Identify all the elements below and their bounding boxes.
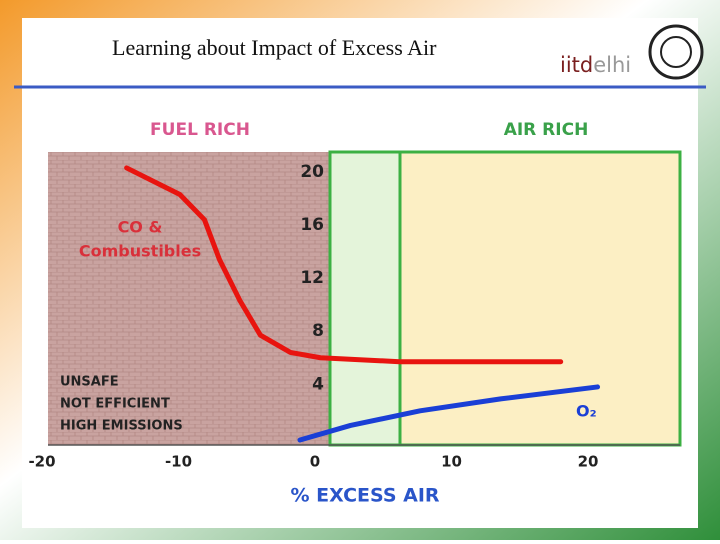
annotation: HIGH EMISSIONS — [60, 419, 183, 434]
x-axis-title: % EXCESS AIR — [290, 485, 439, 507]
logo-text: iitdelhi — [560, 53, 631, 77]
logo-seal-inner — [660, 36, 692, 68]
annotation: NOT EFFICIENT — [60, 397, 170, 412]
y-tick-label: 20 — [300, 162, 324, 182]
series-line — [124, 165, 564, 365]
region-label: FUEL RICH — [150, 120, 250, 140]
logo-b: elhi — [593, 53, 631, 77]
series-line — [297, 384, 601, 443]
annotation: Combustibles — [79, 242, 201, 261]
y-tick-label: 8 — [312, 321, 324, 341]
annotation: CO & — [118, 218, 163, 237]
region-label: AIR RICH — [504, 120, 589, 140]
x-tick-label: -20 — [28, 453, 55, 471]
annotation: O₂ — [576, 402, 597, 421]
y-tick-label: 16 — [300, 215, 324, 235]
logo-seal — [648, 24, 704, 80]
logo-a: iitd — [560, 53, 593, 77]
y-tick-label: 4 — [312, 374, 324, 394]
slide-title: Learning about Impact of Excess Air — [112, 35, 437, 60]
optimal-band — [328, 150, 402, 447]
x-tick-label: -10 — [165, 453, 192, 471]
x-tick-label: 20 — [578, 453, 599, 471]
annotation: UNSAFE — [60, 375, 119, 390]
y-tick-label: 12 — [300, 268, 324, 288]
x-tick-label: 0 — [310, 453, 320, 471]
x-tick-label: 10 — [441, 453, 462, 471]
